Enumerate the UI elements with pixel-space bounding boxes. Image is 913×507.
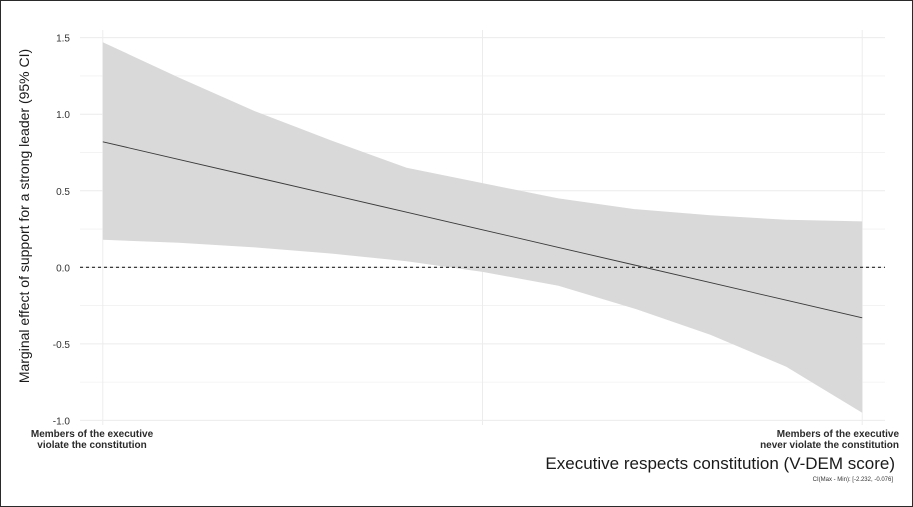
x-tick-label-left-line2: violate the constitution <box>37 440 147 451</box>
x-tick-label-right: Members of the executive never violate t… <box>729 429 899 451</box>
confidence-band <box>102 42 863 413</box>
y-tick-label: 0.0 <box>56 263 70 274</box>
marginal-effect-line <box>102 141 863 319</box>
y-axis-label-container: Marginal effect of support for a strong … <box>9 30 39 402</box>
x-tick-label-right-line2: never violate the constitution <box>760 440 899 451</box>
x-axis-label: Executive respects constitution (V-DEM s… <box>545 454 895 473</box>
x-tick-label-right-line1: Members of the executive <box>776 429 899 440</box>
x-tick-label-left-line1: Members of the executive <box>30 429 154 440</box>
y-tick-label: 0.5 <box>56 187 70 198</box>
y-tick-label: -0.5 <box>53 340 71 351</box>
x-tick-label-left: Members of the executive violate the con… <box>22 429 162 451</box>
y-tick-label: 1.5 <box>56 34 70 45</box>
y-axis-label: Marginal effect of support for a strong … <box>16 48 32 384</box>
ci-caption: CI(Max - Min): [-2.232, -0.076] <box>812 477 893 483</box>
y-tick-label: 1.0 <box>56 110 70 121</box>
y-tick-label: -1.0 <box>53 416 71 427</box>
